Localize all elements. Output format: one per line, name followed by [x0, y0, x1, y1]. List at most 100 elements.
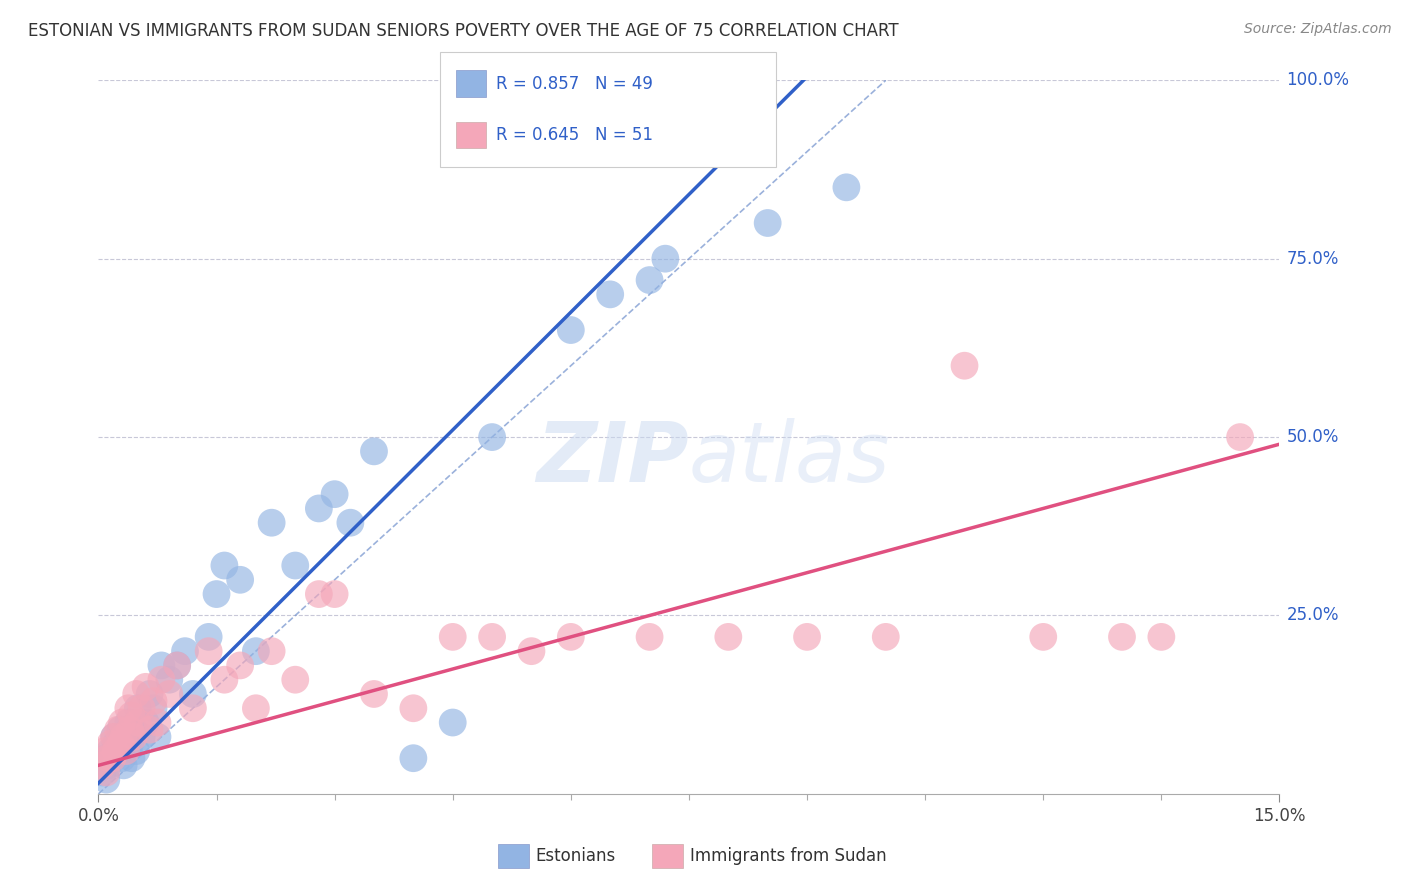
Point	[111, 751, 134, 765]
Point	[91, 758, 114, 772]
Point	[402, 751, 425, 765]
Point	[103, 730, 125, 744]
Point	[117, 701, 139, 715]
Point	[1111, 630, 1133, 644]
Point	[122, 730, 145, 744]
Point	[146, 715, 169, 730]
Point	[122, 723, 145, 737]
Point	[112, 758, 135, 772]
Point	[260, 516, 283, 530]
Point	[756, 216, 779, 230]
Point	[107, 744, 129, 758]
Point	[214, 558, 236, 573]
Point	[181, 687, 204, 701]
Point	[91, 765, 114, 780]
Point	[150, 673, 173, 687]
Point	[205, 587, 228, 601]
Text: 25.0%: 25.0%	[1286, 607, 1339, 624]
Point	[308, 501, 330, 516]
Point	[308, 587, 330, 601]
Point	[181, 701, 204, 715]
Point	[121, 751, 143, 765]
Point	[520, 644, 543, 658]
Point	[197, 630, 219, 644]
Point	[875, 630, 897, 644]
Point	[481, 630, 503, 644]
Point	[214, 673, 236, 687]
Point	[101, 751, 124, 765]
Text: Estonians: Estonians	[536, 847, 616, 865]
Point	[157, 687, 180, 701]
Point	[953, 359, 976, 373]
Point	[323, 487, 346, 501]
Point	[104, 737, 127, 751]
Point	[796, 630, 818, 644]
Point	[166, 658, 188, 673]
Point	[638, 630, 661, 644]
Point	[93, 744, 115, 758]
Point	[284, 558, 307, 573]
Point	[93, 751, 115, 765]
Point	[98, 744, 121, 758]
Point	[599, 287, 621, 301]
Point	[339, 516, 361, 530]
Point	[229, 658, 252, 673]
Point	[135, 715, 157, 730]
Point	[131, 701, 153, 715]
Point	[127, 701, 149, 715]
Point	[654, 252, 676, 266]
Point	[363, 444, 385, 458]
Text: ESTONIAN VS IMMIGRANTS FROM SUDAN SENIORS POVERTY OVER THE AGE OF 75 CORRELATION: ESTONIAN VS IMMIGRANTS FROM SUDAN SENIOR…	[28, 22, 898, 40]
Point	[138, 723, 160, 737]
Text: 50.0%: 50.0%	[1286, 428, 1339, 446]
Point	[284, 673, 307, 687]
Point	[1229, 430, 1251, 444]
Point	[142, 701, 165, 715]
Point	[110, 723, 132, 737]
Point	[481, 430, 503, 444]
Text: Source: ZipAtlas.com: Source: ZipAtlas.com	[1244, 22, 1392, 37]
Point	[101, 751, 124, 765]
Point	[245, 644, 267, 658]
Point	[97, 751, 120, 765]
Point	[174, 644, 197, 658]
Point	[125, 687, 148, 701]
Text: R = 0.645   N = 51: R = 0.645 N = 51	[496, 126, 654, 144]
Point	[112, 730, 135, 744]
Point	[117, 715, 139, 730]
Point	[363, 687, 385, 701]
Point	[127, 715, 149, 730]
Point	[96, 772, 118, 787]
Text: atlas: atlas	[689, 418, 890, 499]
Point	[197, 644, 219, 658]
Point	[142, 694, 165, 708]
Point	[402, 701, 425, 715]
Point	[441, 630, 464, 644]
Point	[1150, 630, 1173, 644]
Point	[111, 715, 134, 730]
Text: Immigrants from Sudan: Immigrants from Sudan	[690, 847, 887, 865]
Point	[115, 730, 138, 744]
Point	[104, 744, 127, 758]
Text: R = 0.857   N = 49: R = 0.857 N = 49	[496, 75, 654, 93]
Point	[717, 630, 740, 644]
Point	[135, 680, 157, 694]
Point	[157, 673, 180, 687]
Point	[260, 644, 283, 658]
Text: 75.0%: 75.0%	[1286, 250, 1339, 268]
Point	[131, 730, 153, 744]
Point	[560, 630, 582, 644]
Point	[98, 737, 121, 751]
Point	[115, 744, 138, 758]
Point	[323, 587, 346, 601]
Point	[138, 687, 160, 701]
Point	[118, 737, 141, 751]
Point	[150, 658, 173, 673]
Point	[441, 715, 464, 730]
Point	[1032, 630, 1054, 644]
Point	[146, 730, 169, 744]
Point	[97, 758, 120, 772]
Point	[166, 658, 188, 673]
Point	[103, 730, 125, 744]
Point	[121, 708, 143, 723]
